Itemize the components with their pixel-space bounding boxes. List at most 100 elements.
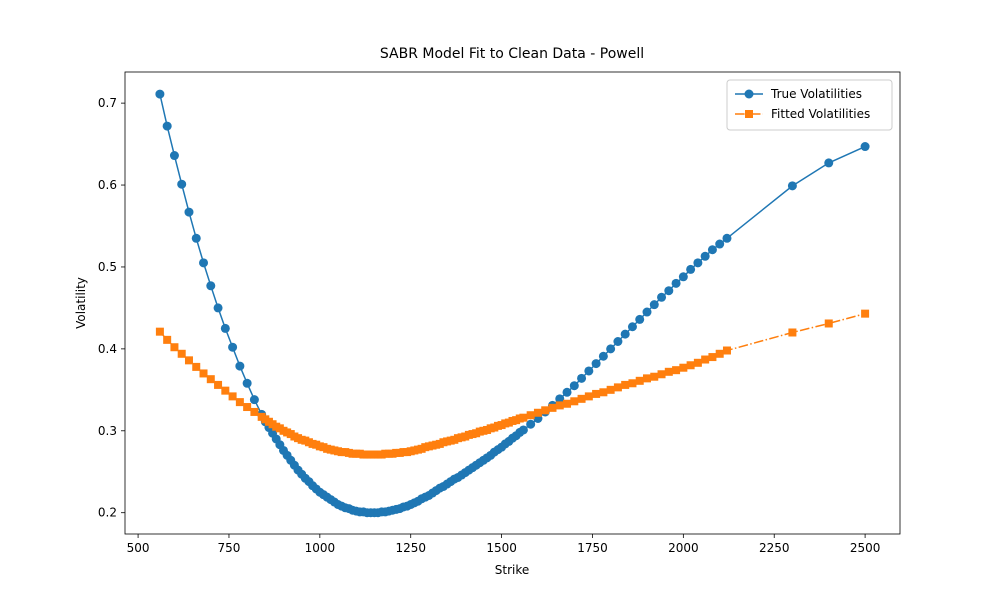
marker	[701, 355, 710, 364]
plot-frame	[124, 71, 901, 535]
marker	[518, 425, 528, 435]
marker	[243, 403, 252, 412]
legend-marker	[745, 110, 753, 118]
marker	[621, 380, 630, 389]
marker	[686, 264, 696, 274]
marker	[657, 292, 667, 302]
x-tick-label: 1500	[486, 541, 517, 555]
x-tick-label: 750	[218, 541, 241, 555]
x-tick-label: 2500	[850, 541, 881, 555]
legend-label: Fitted Volatilities	[771, 107, 870, 121]
y-tick-label: 0.3	[98, 424, 117, 438]
y-tick-label: 0.5	[98, 260, 117, 274]
marker	[592, 389, 601, 398]
marker	[707, 245, 717, 255]
marker	[206, 281, 216, 291]
marker	[177, 179, 187, 189]
marker	[220, 323, 230, 333]
series	[155, 89, 870, 518]
marker	[664, 367, 673, 376]
marker	[824, 158, 834, 168]
marker	[686, 361, 695, 370]
legend: True Volatilities Fitted Volatilities	[726, 79, 893, 131]
marker	[163, 335, 172, 344]
marker	[526, 419, 536, 429]
marker	[708, 353, 717, 362]
marker	[584, 392, 593, 401]
marker	[214, 380, 223, 389]
marker	[250, 407, 259, 416]
marker	[606, 344, 616, 354]
legend-marker	[744, 89, 754, 99]
marker	[650, 372, 659, 381]
marker	[519, 413, 528, 422]
marker	[606, 385, 615, 394]
marker	[177, 349, 186, 358]
marker	[591, 359, 601, 369]
marker	[199, 369, 208, 378]
marker	[788, 328, 797, 337]
marker	[541, 406, 550, 415]
marker	[613, 337, 623, 346]
marker	[722, 346, 731, 355]
marker	[249, 395, 259, 405]
marker	[635, 314, 645, 324]
marker	[563, 399, 572, 408]
marker	[184, 356, 193, 365]
y-tick-label: 0.4	[98, 342, 117, 356]
marker	[170, 343, 179, 352]
marker	[169, 151, 179, 161]
marker	[533, 408, 542, 417]
marker	[191, 233, 201, 243]
marker	[235, 361, 245, 371]
marker	[228, 342, 238, 352]
marker	[584, 366, 594, 376]
marker	[577, 394, 586, 403]
marker	[787, 181, 797, 191]
marker	[555, 394, 565, 404]
x-tick-label: 2250	[759, 541, 790, 555]
marker	[715, 349, 724, 358]
y-axis-label: Volatility	[74, 277, 88, 329]
y-tick-label: 0.2	[98, 506, 117, 520]
y-tick-label: 0.6	[98, 178, 117, 192]
marker	[860, 142, 870, 152]
marker	[562, 387, 572, 397]
marker	[548, 403, 557, 412]
marker	[213, 303, 223, 313]
marker	[649, 300, 659, 310]
marker	[599, 388, 608, 397]
marker	[155, 327, 164, 336]
marker	[235, 398, 244, 407]
marker	[861, 309, 870, 318]
marker	[715, 239, 725, 249]
x-tick-label: 1750	[577, 541, 608, 555]
marker	[672, 366, 681, 375]
marker	[526, 411, 535, 420]
marker	[242, 378, 252, 388]
x-tick-label: 1250	[395, 541, 426, 555]
marker	[184, 207, 194, 217]
marker	[693, 358, 702, 367]
marker	[620, 329, 630, 339]
marker	[598, 351, 608, 361]
marker	[627, 322, 637, 332]
marker	[679, 363, 688, 372]
marker	[824, 319, 833, 328]
marker	[206, 375, 215, 384]
marker	[642, 307, 652, 317]
marker	[569, 381, 579, 391]
marker	[613, 383, 622, 392]
x-tick-label: 500	[127, 541, 150, 555]
x-axis-label: Strike	[495, 563, 530, 577]
marker	[199, 258, 209, 268]
marker	[635, 376, 644, 385]
marker	[155, 89, 165, 99]
marker	[628, 379, 637, 388]
marker	[642, 374, 651, 383]
marker	[162, 121, 172, 131]
legend-box	[726, 79, 893, 131]
marker	[664, 286, 674, 296]
marker	[671, 278, 681, 288]
